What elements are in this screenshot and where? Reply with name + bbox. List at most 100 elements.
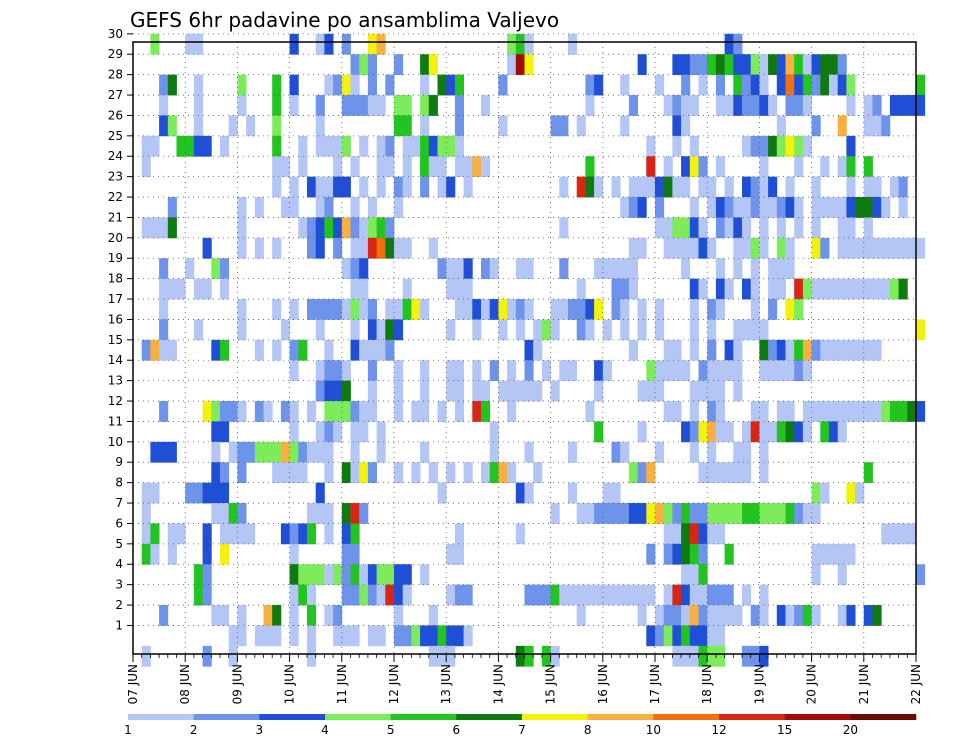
y-tick-label: 1 bbox=[115, 618, 123, 632]
heatmap-cell bbox=[837, 217, 847, 239]
heatmap-cell bbox=[428, 462, 438, 484]
heatmap-cell bbox=[742, 74, 752, 96]
heatmap-cell bbox=[185, 135, 195, 157]
heatmap-cell bbox=[359, 339, 369, 361]
heatmap-cell bbox=[394, 605, 404, 626]
heatmap-cell bbox=[463, 584, 473, 606]
heatmap-cell bbox=[811, 482, 821, 504]
heatmap-cell bbox=[385, 217, 395, 239]
heatmap-cell bbox=[454, 74, 464, 96]
y-tick-label: 13 bbox=[108, 374, 123, 388]
heatmap-cell bbox=[872, 176, 882, 198]
heatmap-cell bbox=[611, 258, 621, 280]
heatmap-cell bbox=[411, 401, 421, 422]
heatmap-cell bbox=[193, 319, 203, 341]
heatmap-cell bbox=[272, 95, 282, 116]
heatmap-cell bbox=[211, 482, 221, 504]
heatmap-cell bbox=[533, 339, 543, 361]
heatmap-cell bbox=[507, 360, 517, 382]
heatmap-cell bbox=[454, 95, 464, 116]
heatmap-cell bbox=[341, 523, 351, 545]
heatmap-cell bbox=[698, 462, 708, 484]
x-tick-label: 16 JUN bbox=[596, 664, 610, 704]
heatmap-cell bbox=[681, 360, 691, 382]
heatmap-cell bbox=[655, 360, 665, 382]
heatmap-cell bbox=[681, 156, 691, 178]
heatmap-cell bbox=[655, 319, 665, 341]
heatmap-cell bbox=[715, 421, 725, 443]
heatmap-cell bbox=[715, 197, 725, 218]
heatmap-cell bbox=[350, 401, 360, 422]
x-tick-label: 22 JUN bbox=[909, 664, 923, 704]
heatmap-cell bbox=[689, 299, 699, 320]
heatmap-cell bbox=[663, 237, 673, 259]
heatmap-cell bbox=[481, 156, 491, 178]
heatmap-cell bbox=[307, 299, 317, 320]
heatmap-cell bbox=[202, 645, 212, 667]
heatmap-cell bbox=[672, 605, 682, 626]
heatmap-cell bbox=[663, 339, 673, 361]
heatmap-cell bbox=[916, 401, 926, 422]
heatmap-cell bbox=[768, 503, 778, 524]
heatmap-cell bbox=[802, 74, 812, 96]
heatmap-cell bbox=[350, 299, 360, 320]
heatmap-cell bbox=[724, 462, 734, 484]
heatmap-cell bbox=[341, 462, 351, 484]
heatmap-cell bbox=[298, 462, 308, 484]
heatmap-cell bbox=[289, 625, 299, 647]
heatmap-cell bbox=[324, 135, 334, 157]
heatmap-cell bbox=[141, 135, 151, 157]
heatmap-cell bbox=[576, 503, 586, 524]
heatmap-cell bbox=[280, 156, 290, 178]
heatmap-cell bbox=[715, 299, 725, 320]
heatmap-cell bbox=[193, 33, 203, 55]
heatmap-cell bbox=[315, 95, 325, 116]
heatmap-cell bbox=[663, 156, 673, 178]
heatmap-cell bbox=[280, 462, 290, 484]
heatmap-cell bbox=[454, 115, 464, 137]
heatmap-cell bbox=[550, 584, 560, 606]
heatmap-cell bbox=[646, 625, 656, 647]
heatmap-cell bbox=[620, 115, 630, 137]
heatmap-cell bbox=[707, 421, 717, 443]
heatmap-cell bbox=[315, 33, 325, 55]
heatmap-cell bbox=[672, 543, 682, 565]
heatmap-cell bbox=[707, 360, 717, 382]
heatmap-cell bbox=[367, 360, 377, 382]
heatmap-cell bbox=[515, 482, 525, 504]
heatmap-cell bbox=[428, 645, 438, 667]
colorbar-label: 2 bbox=[190, 723, 198, 737]
heatmap-cell bbox=[724, 197, 734, 218]
heatmap-cell bbox=[550, 115, 560, 137]
heatmap-cell bbox=[637, 421, 647, 443]
heatmap-cell bbox=[350, 441, 360, 463]
heatmap-cell bbox=[202, 584, 212, 606]
heatmap-cell bbox=[742, 421, 752, 443]
heatmap-cell bbox=[672, 503, 682, 524]
heatmap-cell bbox=[768, 278, 778, 300]
heatmap-cell bbox=[524, 645, 534, 667]
heatmap-cell bbox=[768, 299, 778, 320]
heatmap-cell bbox=[637, 237, 647, 259]
heatmap-cell bbox=[454, 543, 464, 565]
heatmap-cell bbox=[776, 135, 786, 157]
heatmap-cell bbox=[698, 605, 708, 626]
heatmap-cell bbox=[298, 584, 308, 606]
heatmap-cell bbox=[881, 401, 891, 422]
heatmap-cell bbox=[628, 462, 638, 484]
heatmap-cell bbox=[872, 401, 882, 422]
heatmap-cell bbox=[776, 605, 786, 626]
heatmap-cell bbox=[855, 401, 865, 422]
heatmap-cell bbox=[237, 217, 247, 239]
heatmap-cell bbox=[341, 299, 351, 320]
x-tick-label: 19 JUN bbox=[752, 664, 766, 704]
heatmap-cell bbox=[750, 421, 760, 443]
heatmap-cell bbox=[359, 176, 369, 198]
heatmap-cell bbox=[315, 380, 325, 402]
heatmap-cell bbox=[541, 645, 551, 667]
colorbar-label: 3 bbox=[256, 723, 264, 737]
heatmap-cell bbox=[611, 299, 621, 320]
heatmap-cell bbox=[333, 401, 343, 422]
heatmap-cell bbox=[855, 482, 865, 504]
heatmap-cell bbox=[576, 605, 586, 626]
